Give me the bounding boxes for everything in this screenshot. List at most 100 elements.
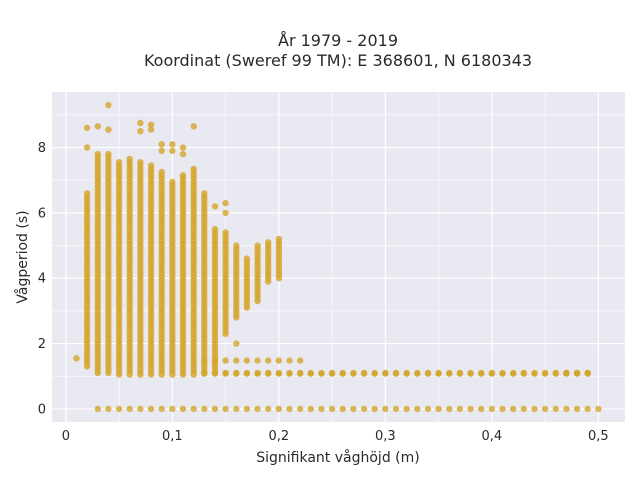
data-point [435, 405, 442, 413]
data-point [105, 405, 112, 413]
data-point [233, 357, 240, 364]
x-axis-label: Signifikant våghöjd (m) [256, 449, 419, 466]
data-point [286, 369, 293, 377]
y-tick-label: 2 [38, 337, 46, 352]
data-point [456, 369, 464, 377]
data-point [254, 357, 261, 364]
data-point [201, 369, 208, 377]
data-point [254, 242, 261, 249]
data-point [254, 369, 261, 377]
data-point [105, 101, 112, 109]
data-point [211, 226, 219, 233]
data-point [201, 405, 208, 413]
data-point [584, 369, 591, 377]
data-point [105, 150, 112, 158]
data-point [531, 405, 538, 413]
data-point [222, 209, 229, 217]
y-tick-label: 8 [38, 141, 46, 156]
data-point [137, 119, 144, 127]
data-point [94, 150, 102, 158]
data-point [414, 405, 421, 413]
data-point [137, 128, 144, 135]
data-point [265, 357, 272, 364]
data-point [446, 405, 453, 413]
data-point [94, 123, 102, 130]
y-tick-label: 4 [38, 272, 46, 287]
x-tick-label: 0,5 [588, 429, 609, 444]
x-tick-label: 0,3 [375, 429, 396, 444]
data-point [467, 405, 474, 413]
data-point [414, 369, 421, 377]
data-point [573, 405, 581, 413]
data-point [520, 405, 527, 413]
data-point [126, 405, 133, 413]
data-point [531, 369, 538, 377]
y-axis-ticks: 0 2 4 6 8 [38, 141, 46, 417]
data-point [105, 126, 112, 133]
data-point [73, 355, 80, 362]
y-tick-label: 6 [38, 206, 46, 221]
x-tick-label: 0 [62, 429, 70, 444]
data-point [510, 369, 517, 377]
data-point [360, 369, 368, 377]
data-point [275, 357, 283, 364]
data-point [328, 405, 336, 413]
data-point [211, 369, 219, 377]
data-point [83, 190, 91, 197]
data-point [467, 369, 474, 377]
data-point [243, 255, 251, 262]
data-point [456, 405, 464, 413]
data-point [243, 357, 251, 364]
data-point [137, 405, 144, 413]
data-point [115, 159, 123, 166]
data-point [275, 235, 283, 243]
data-point [222, 405, 229, 413]
data-point [350, 405, 357, 413]
data-point [478, 405, 485, 413]
data-point [190, 165, 197, 172]
x-axis-ticks: 0 0,1 0,2 0,3 0,4 0,5 [62, 429, 609, 444]
data-point [275, 405, 283, 413]
data-point [424, 369, 432, 377]
grid-lines [52, 92, 625, 422]
data-point [243, 405, 251, 413]
data-point [382, 405, 389, 413]
data-point [169, 147, 176, 154]
data-point [83, 124, 91, 132]
data-point [446, 369, 453, 377]
data-point [350, 369, 357, 377]
data-point [541, 369, 549, 377]
data-point [169, 405, 176, 413]
y-tick-label: 0 [38, 402, 46, 417]
data-point [211, 203, 219, 210]
data-point [286, 357, 293, 364]
data-point [307, 405, 314, 413]
x-tick-label: 0,2 [269, 429, 290, 444]
data-point [488, 369, 496, 377]
data-point [371, 369, 378, 377]
data-point [297, 357, 304, 364]
data-point [541, 405, 549, 413]
data-point [158, 405, 165, 413]
chart-title-line2: Koordinat (Sweref 99 TM): E 368601, N 61… [144, 51, 532, 70]
x-tick-label: 0,1 [162, 429, 183, 444]
data-point [158, 147, 165, 154]
data-point [584, 405, 591, 413]
data-point [595, 405, 602, 413]
data-point [520, 369, 527, 377]
data-point [563, 405, 570, 413]
data-point [318, 369, 325, 377]
data-point [233, 405, 240, 413]
data-point [435, 369, 442, 377]
data-point [233, 369, 240, 377]
data-point [115, 405, 123, 413]
data-point [286, 405, 293, 413]
data-point [403, 369, 410, 377]
data-point [169, 178, 176, 186]
chart-title-line1: År 1979 - 2019 [278, 31, 398, 50]
x-tick-label: 0,4 [482, 429, 503, 444]
data-point [297, 405, 304, 413]
data-point [147, 121, 155, 128]
